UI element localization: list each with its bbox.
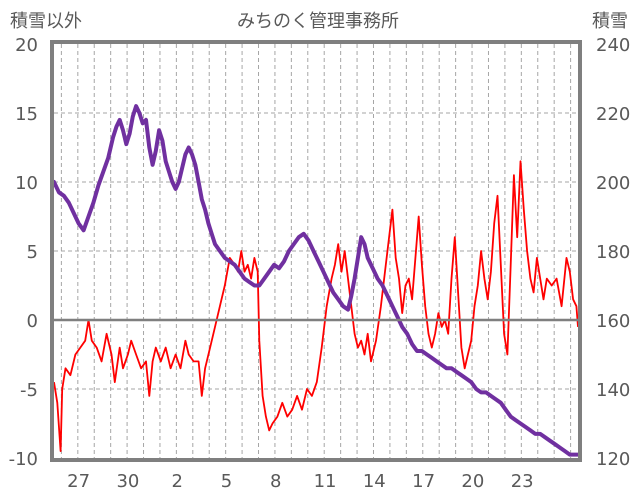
left-tick-label: -10 bbox=[9, 449, 38, 470]
left-tick-label: 10 bbox=[15, 173, 38, 194]
x-tick-label: 20 bbox=[461, 471, 484, 492]
right-tick-label: 180 bbox=[596, 242, 630, 263]
x-tick-label: 23 bbox=[511, 471, 534, 492]
chart-title: みちのく管理事務所 bbox=[237, 11, 399, 32]
right-tick-label: 120 bbox=[596, 449, 630, 470]
right-tick-label: 240 bbox=[596, 35, 630, 56]
left-tick-label: 0 bbox=[27, 311, 38, 332]
x-tick-labels: 27 30 2 5 8 11 14 17 20 23 bbox=[67, 471, 533, 492]
x-tick-label: 14 bbox=[363, 471, 386, 492]
purple-series-line bbox=[52, 104, 580, 457]
left-tick-label: -5 bbox=[20, 380, 38, 401]
left-tick-labels: 20 15 10 5 0 -5 -10 bbox=[9, 35, 38, 470]
right-tick-label: 160 bbox=[596, 311, 630, 332]
plot-frame bbox=[50, 40, 582, 462]
x-tick-label: 8 bbox=[270, 471, 281, 492]
x-tick-label: 30 bbox=[116, 471, 139, 492]
right-tick-label: 200 bbox=[596, 173, 630, 194]
x-tick-label: 5 bbox=[221, 471, 232, 492]
x-tick-label: 2 bbox=[171, 471, 182, 492]
right-tick-label: 220 bbox=[596, 104, 630, 125]
left-axis-label: 積雪以外 bbox=[10, 11, 82, 32]
right-tick-label: 140 bbox=[596, 380, 630, 401]
x-tick-label: 17 bbox=[412, 471, 435, 492]
right-axis-label: 積雪 bbox=[592, 11, 628, 32]
x-tick-label: 27 bbox=[67, 471, 90, 492]
right-tick-labels: 240 220 200 180 160 140 120 bbox=[596, 35, 630, 470]
left-tick-label: 15 bbox=[15, 104, 38, 125]
left-tick-label: 5 bbox=[27, 242, 38, 263]
x-tick-label: 11 bbox=[314, 471, 337, 492]
left-tick-label: 20 bbox=[15, 35, 38, 56]
red-series-line bbox=[53, 160, 579, 453]
